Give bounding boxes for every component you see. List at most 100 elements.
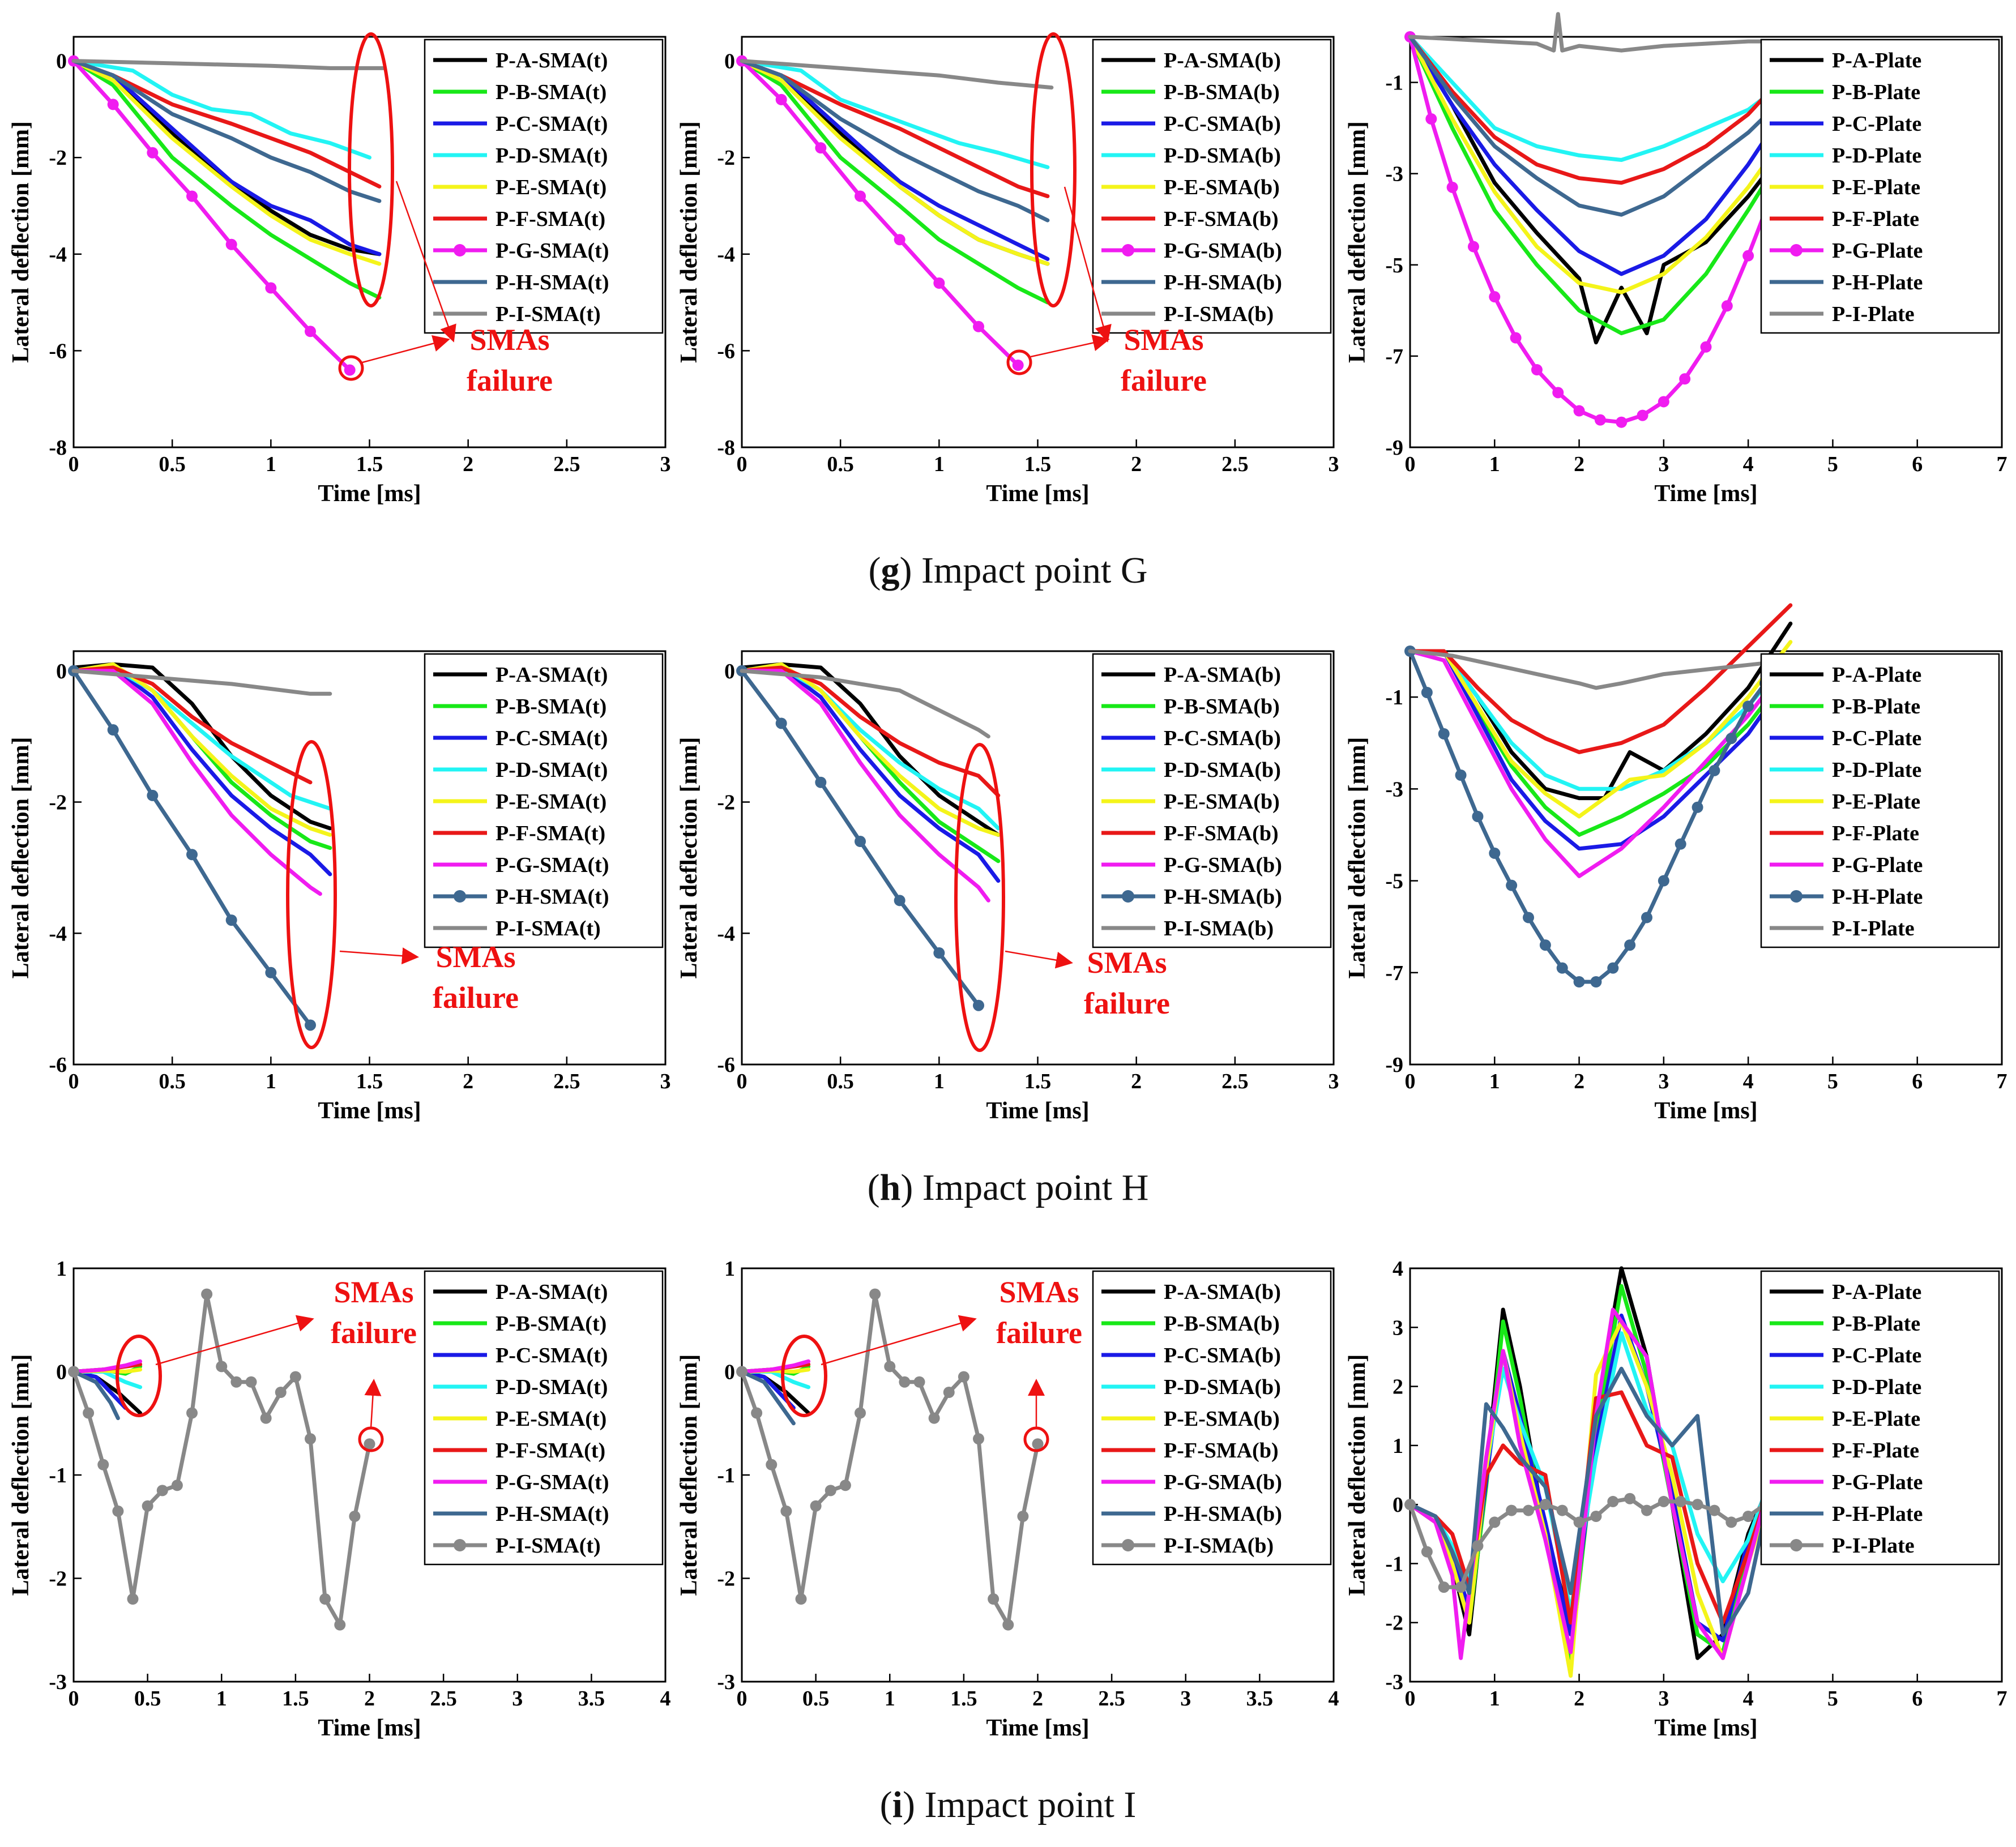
annotation-text: SMAs [435,940,515,974]
x-axis-label: Time [ms] [318,1098,421,1124]
legend-marker-H [1790,890,1803,903]
data-point-I [1709,1504,1720,1516]
y-tick-label: -2 [49,146,67,170]
data-point-I [112,1505,124,1517]
annotation-text: SMAs [999,1275,1079,1309]
legend-label-C: P-C-SMA(t) [496,726,608,750]
data-point-H [973,999,984,1011]
y-tick-label: -4 [49,922,67,946]
data-point-G [1446,181,1458,193]
data-point-H [1539,939,1551,951]
data-point-I [1590,1511,1602,1522]
failure-ellipse [781,1335,827,1417]
data-point-G [1531,364,1543,376]
data-point-I [83,1407,95,1419]
x-tick-label: 0.5 [802,1687,830,1711]
y-axis-label: Lateral deflection [mm] [1344,121,1370,363]
y-tick-label: 0 [56,50,67,74]
legend-label-I: P-I-SMA(b) [1164,1534,1274,1558]
data-point-G [225,238,237,250]
series-line-F [71,665,313,785]
y-tick-label: 0 [724,660,735,683]
data-point-H [1472,811,1484,822]
annotation-arrow [339,947,419,965]
data-point-I [1725,1516,1737,1528]
annotation-arrow [155,1315,314,1366]
legend-label-B: P-B-SMA(t) [496,695,606,719]
legend-label-F: P-F-SMA(b) [1164,207,1279,231]
x-tick-label: 0 [737,1070,748,1093]
chart-i2: 0 0.5 1 1.5 2 2.5 3 3.5 4 1 0 -1 -2 -3 Time [ms] Latera… [676,1257,1339,1741]
x-tick-label: 2 [1574,1687,1584,1711]
data-point-I [1539,1499,1551,1511]
legend-label-I: P-I-SMA(b) [1164,917,1274,940]
data-point-I [839,1480,851,1491]
x-tick-label: 1 [216,1687,227,1711]
data-point-G [775,93,787,105]
series-line-G [740,59,1020,367]
data-point-I [1017,1511,1029,1522]
legend-label-G: P-G-Plate [1832,853,1923,877]
x-tick-label: 1.5 [1024,452,1052,476]
x-tick-label: 3 [1329,452,1339,476]
x-tick-label: 3 [1180,1687,1191,1711]
data-point-H [1523,912,1534,924]
series-line-A [1408,35,1793,345]
data-point-I [334,1619,346,1631]
data-point-I [1455,1581,1467,1593]
data-point-H [933,947,945,959]
data-point-H [1742,700,1754,712]
series-line-C [1408,35,1793,276]
legend-label-D: P-D-Plate [1832,758,1921,782]
legend-label-E: P-E-SMA(b) [1164,176,1280,199]
legend-label-B: P-B-SMA(t) [496,80,606,104]
legend-label-H: P-H-SMA(t) [496,885,609,909]
data-point-H [305,1019,316,1031]
data-point-I [988,1593,1000,1605]
chart-g1: 0 0.5 1 1.5 2 2.5 3 0 -2 -4 -6 -8 Time [ms] Lateral d… [8,32,671,507]
legend-label-I: P-I-SMA(t) [496,1534,601,1558]
failure-ellipse [954,743,1005,1052]
y-tick-label: -3 [1385,163,1403,186]
x-tick-label: 6 [1912,452,1923,476]
y-tick-label: -4 [717,243,735,267]
annotation-arrow [395,181,456,343]
data-point-I [751,1407,763,1419]
data-point-I [973,1433,984,1445]
data-point-I [928,1412,940,1424]
y-tick-label: 0 [724,1361,735,1384]
x-tick-label: 2 [463,452,473,476]
legend-label-G: P-G-SMA(t) [496,1470,609,1494]
data-point-I [201,1288,213,1300]
y-tick-label: 1 [1393,1434,1403,1458]
y-tick-label: -2 [49,791,67,815]
legend-marker-H [454,890,466,903]
legend-marker-I [1790,1539,1803,1551]
x-tick-label: 2 [1032,1687,1043,1711]
legend-label-I: P-I-SMA(t) [496,302,601,326]
series-line-B [740,59,1050,305]
y-tick-label: -1 [717,1464,735,1487]
x-tick-label: 3 [660,452,671,476]
legend-label-C: P-C-SMA(b) [1164,726,1281,750]
legend-label-B: P-B-Plate [1832,695,1920,719]
series-line-H [71,59,382,203]
series-line-C [71,1370,127,1410]
x-tick-label: 1 [1489,1687,1500,1711]
x-tick-label: 3 [1658,1070,1669,1093]
data-point-H [1658,875,1669,887]
legend-label-D: P-D-SMA(b) [1164,144,1281,168]
legend-label-D: P-D-SMA(b) [1164,758,1281,782]
x-tick-label: 0 [1405,1070,1416,1093]
annotation-text: SMAs [1124,323,1203,357]
x-tick-label: 2 [1574,452,1584,476]
data-point-I [913,1376,925,1388]
y-tick-label: -9 [1385,1053,1403,1077]
x-tick-label: 0 [1405,1687,1416,1711]
chart-h1: 0 0.5 1 1.5 2 2.5 3 0 -2 -4 -6 Time [ms] Lateral def… [8,650,671,1124]
legend-label-A: P-A-Plate [1832,663,1921,687]
x-tick-label: 1 [266,1070,276,1093]
legend-label-G: P-G-SMA(b) [1164,1470,1282,1494]
data-point-I [1692,1499,1703,1511]
x-tick-label: 1 [1489,452,1500,476]
